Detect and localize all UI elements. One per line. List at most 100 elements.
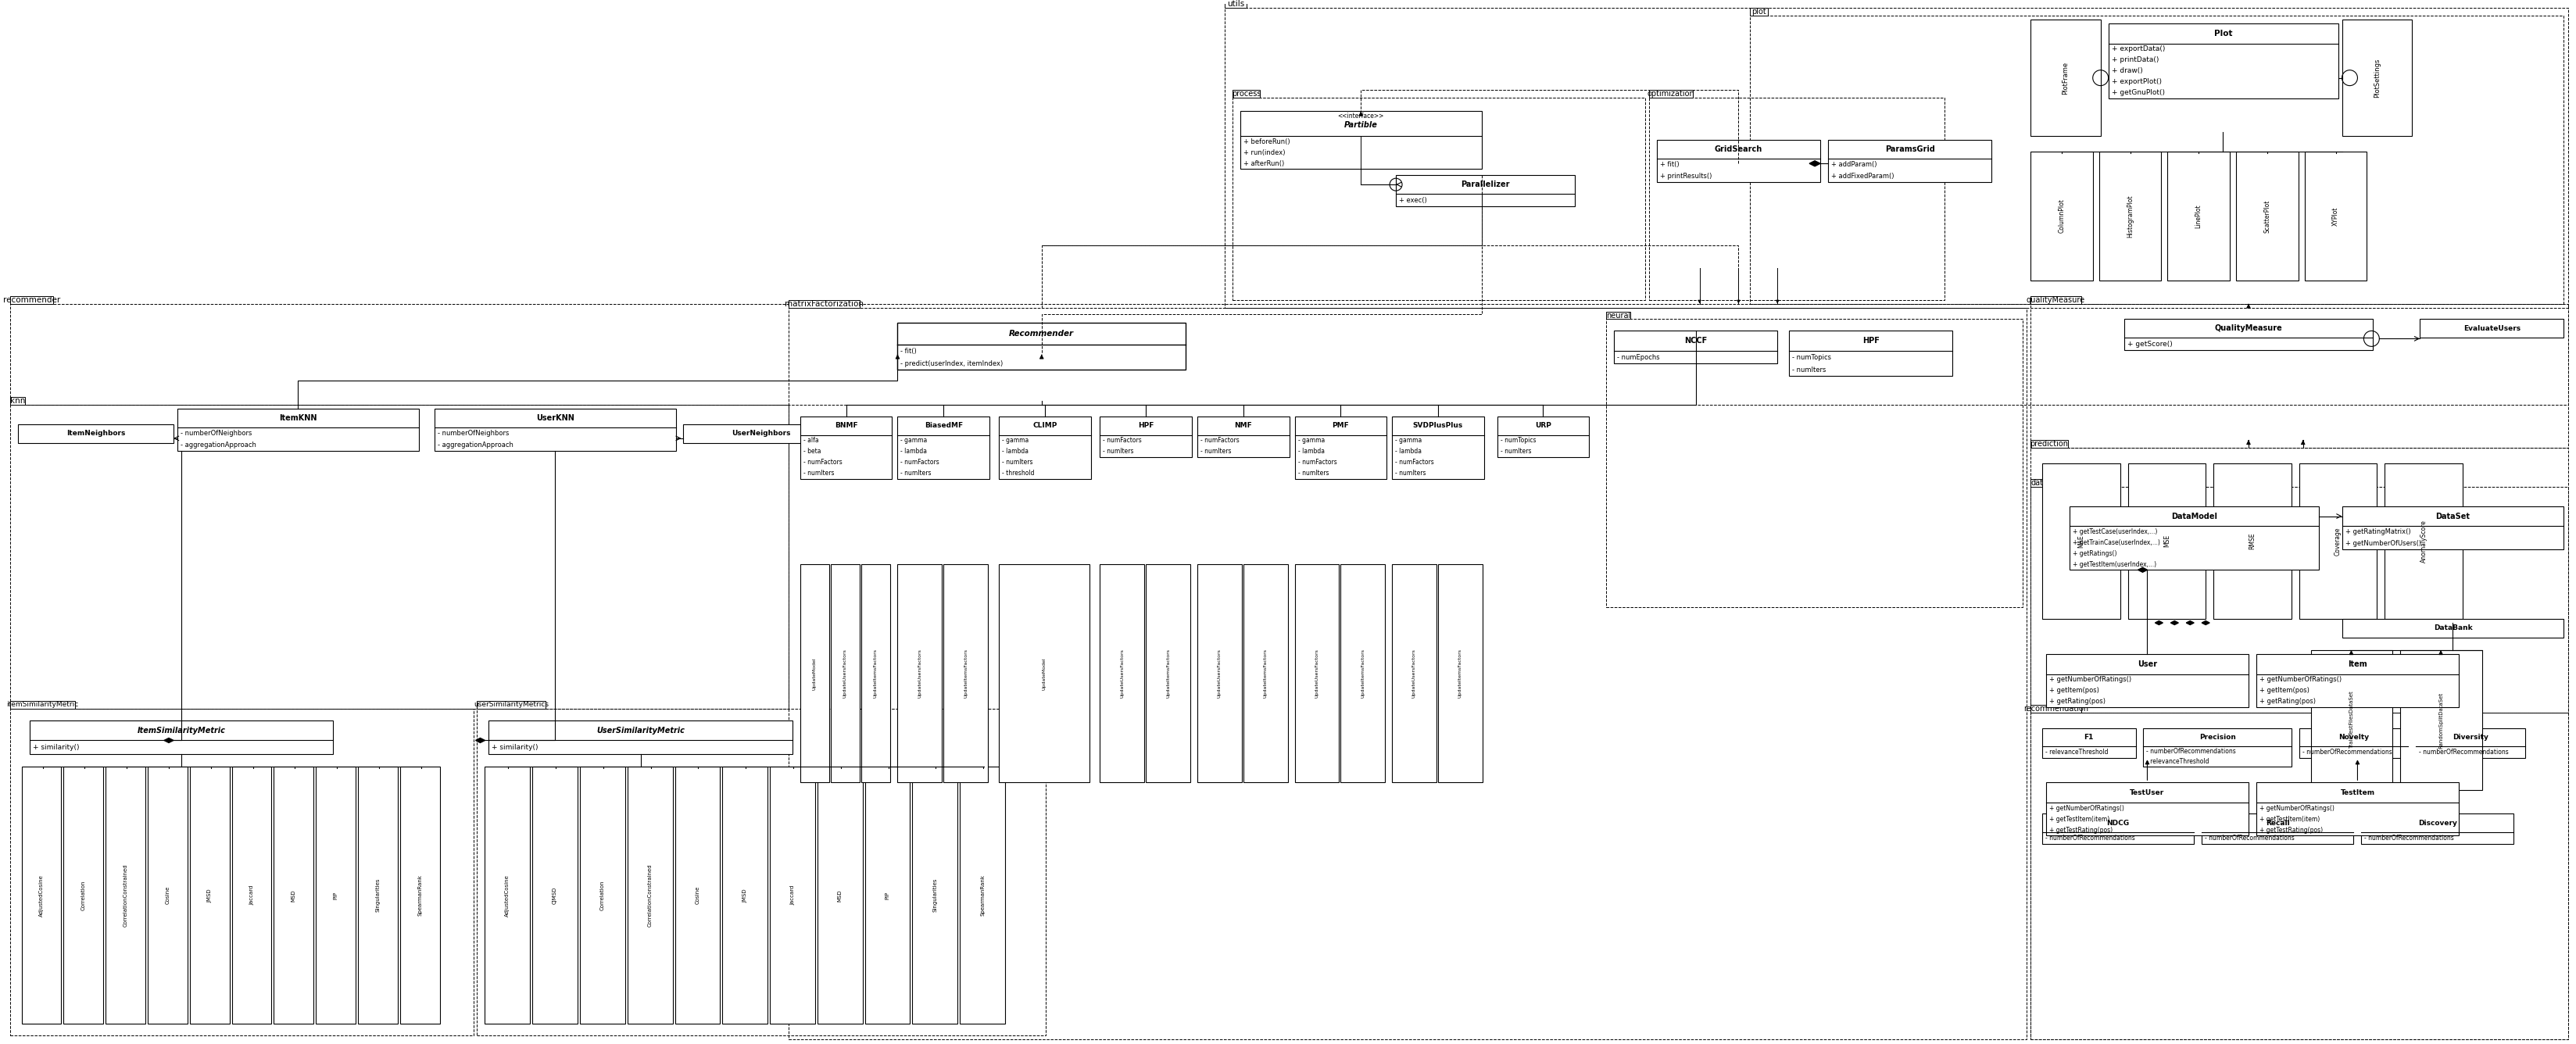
Text: - numberOfNeighbors: - numberOfNeighbors xyxy=(180,430,252,436)
Text: + getGnuPlot(): + getGnuPlot() xyxy=(2112,89,2164,96)
Bar xyxy=(1340,565,1386,782)
Bar xyxy=(10,397,26,405)
Text: NCCF: NCCF xyxy=(1685,337,1708,345)
Bar xyxy=(943,565,989,782)
Bar xyxy=(10,701,75,709)
Text: + getRating(pos): + getRating(pos) xyxy=(2259,698,2316,705)
Bar xyxy=(2166,151,2231,280)
Bar xyxy=(358,767,397,1024)
Text: + similarity(): + similarity() xyxy=(33,744,80,751)
Bar xyxy=(2030,479,2048,487)
Bar xyxy=(1656,140,1821,183)
Bar xyxy=(1829,140,1991,183)
Text: RandomSplitDataSet: RandomSplitDataSet xyxy=(2439,692,2445,749)
Text: Singularities: Singularities xyxy=(376,878,381,912)
Text: - alfa: - alfa xyxy=(804,437,819,444)
Text: MAE: MAE xyxy=(2079,535,2084,547)
Text: DataBank: DataBank xyxy=(2434,624,2473,632)
Bar xyxy=(232,767,270,1024)
Bar xyxy=(533,767,577,1024)
Text: + exec(): + exec() xyxy=(1399,196,1427,204)
Bar xyxy=(489,720,793,755)
Bar xyxy=(10,304,2568,405)
Text: - gamma: - gamma xyxy=(1002,437,1028,444)
Text: + getNumberOfRatings(): + getNumberOfRatings() xyxy=(2048,805,2125,811)
Text: HPF: HPF xyxy=(1862,337,1880,345)
Bar xyxy=(10,295,54,304)
Bar xyxy=(2045,654,2249,707)
Text: + getRatings(): + getRatings() xyxy=(2074,550,2117,557)
Bar xyxy=(2125,319,2372,351)
Polygon shape xyxy=(2187,621,2195,624)
Text: qualityMeasure: qualityMeasure xyxy=(2027,295,2084,304)
Text: + getTestItem(item): + getTestItem(item) xyxy=(2259,815,2321,823)
Text: - aggregationApproach: - aggregationApproach xyxy=(180,442,255,449)
Bar xyxy=(1146,565,1190,782)
Text: + getNumberOfRatings(): + getNumberOfRatings() xyxy=(2259,805,2334,811)
Text: GridSearch: GridSearch xyxy=(1716,145,1762,153)
Text: - gamma: - gamma xyxy=(902,437,927,444)
Bar xyxy=(2128,464,2205,619)
Text: - numIters: - numIters xyxy=(1499,448,1530,455)
Bar xyxy=(2030,295,2081,304)
Bar xyxy=(2306,151,2367,280)
Text: UpdateUsersFactors: UpdateUsersFactors xyxy=(1412,649,1417,698)
Bar xyxy=(2030,151,2092,280)
Text: DataSet: DataSet xyxy=(2437,513,2470,520)
Text: + getNumberOfRatings(): + getNumberOfRatings() xyxy=(2259,677,2342,683)
Bar xyxy=(2300,464,2378,619)
Text: Singularities: Singularities xyxy=(933,878,938,912)
Text: UpdateItemsFactors: UpdateItemsFactors xyxy=(873,648,878,698)
Text: User: User xyxy=(2138,660,2156,668)
Polygon shape xyxy=(2172,621,2179,624)
Bar xyxy=(1607,311,1631,319)
Text: Cosine: Cosine xyxy=(165,886,170,904)
Polygon shape xyxy=(2156,621,2164,624)
Text: MSD: MSD xyxy=(837,889,842,901)
Text: Jaccard: Jaccard xyxy=(791,885,796,905)
Text: recommender: recommender xyxy=(3,295,59,304)
Text: - threshold: - threshold xyxy=(1002,470,1036,477)
Bar xyxy=(1231,90,1260,97)
Text: ItemSimilarityMetric: ItemSimilarityMetric xyxy=(137,727,224,734)
Bar xyxy=(2385,464,2463,619)
Bar xyxy=(1749,16,2563,304)
Text: - lambda: - lambda xyxy=(902,448,927,455)
Bar xyxy=(1790,331,1953,376)
Text: SpearmanRank: SpearmanRank xyxy=(417,875,422,916)
Bar xyxy=(2300,728,2409,758)
Bar xyxy=(435,409,675,451)
Bar xyxy=(2416,728,2524,758)
Bar xyxy=(1391,565,1437,782)
Bar xyxy=(147,767,188,1024)
Text: SpearmanRank: SpearmanRank xyxy=(979,875,984,916)
Text: F1: F1 xyxy=(2084,734,2094,741)
Bar xyxy=(770,767,814,1024)
Bar xyxy=(106,767,144,1024)
Text: + fit(): + fit() xyxy=(1659,161,1680,168)
Polygon shape xyxy=(2138,568,2148,572)
Text: SVDPlusPlus: SVDPlusPlus xyxy=(1412,423,1463,429)
Text: Coverage: Coverage xyxy=(2334,527,2342,555)
Text: process: process xyxy=(1231,90,1260,97)
Text: CorrelationConstrained: CorrelationConstrained xyxy=(124,863,129,927)
Bar xyxy=(191,767,229,1024)
Text: TestUser: TestUser xyxy=(2130,789,2164,797)
Text: Recommender: Recommender xyxy=(1010,330,1074,338)
Text: Diversity: Diversity xyxy=(2452,734,2488,741)
Text: + getItem(pos): + getItem(pos) xyxy=(2048,687,2099,694)
Bar xyxy=(2043,464,2120,619)
Text: - numberOfNeighbors: - numberOfNeighbors xyxy=(438,430,510,436)
Bar xyxy=(178,409,420,451)
Bar xyxy=(2143,728,2290,767)
Bar xyxy=(912,767,958,1024)
Text: AnomalyScore: AnomalyScore xyxy=(2421,520,2427,563)
Text: Item: Item xyxy=(2347,660,2367,668)
Text: <<interface>>: <<interface>> xyxy=(1337,113,1383,119)
Bar xyxy=(2257,654,2458,707)
Bar xyxy=(1396,175,1574,207)
Text: TrainTestFilesDataSet: TrainTestFilesDataSet xyxy=(2349,691,2354,749)
Text: - relevanceThreshold: - relevanceThreshold xyxy=(2045,749,2107,756)
Bar xyxy=(2030,487,2568,1040)
Bar xyxy=(2213,464,2290,619)
